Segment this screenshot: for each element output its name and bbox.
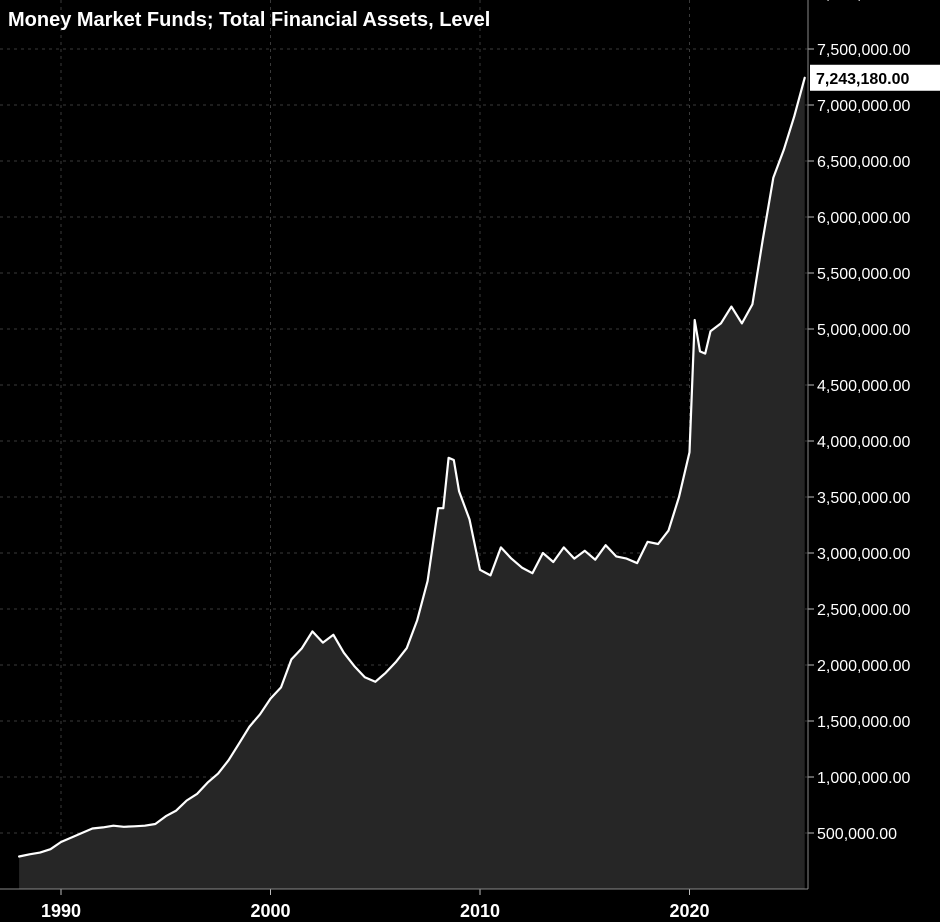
- y-tick-label-12: 6,500,000.00: [817, 154, 911, 171]
- chart-title: Money Market Funds; Total Financial Asse…: [8, 9, 490, 31]
- y-tick-label-0: 500,000.00: [817, 826, 897, 843]
- y-tick-label-13: 7,000,000.00: [817, 98, 911, 115]
- y-tick-label-5: 3,000,000.00: [817, 546, 911, 563]
- y-tick-label-6: 3,500,000.00: [817, 490, 911, 507]
- series-area-fill: [19, 77, 805, 890]
- x-tick-label-3: 2020: [669, 901, 709, 921]
- y-tick-label-14: 7,500,000.00: [817, 42, 911, 59]
- y-tick-label-9: 5,000,000.00: [817, 322, 911, 339]
- y-tick-label-2: 1,500,000.00: [817, 714, 911, 731]
- axes: [0, 0, 814, 895]
- last-value-badge-background: [810, 64, 940, 91]
- last-value-label: 7,243,180.00: [816, 71, 910, 88]
- x-tick-label-2: 2010: [460, 901, 500, 921]
- y-tick-label-8: 4,500,000.00: [817, 378, 911, 395]
- series-line: [18, 76, 806, 858]
- y-axis-tick-labels: 500,000.00 1,000,000.00 1,500,000.00 2,000,…: [817, 0, 911, 843]
- series-area-layer: [18, 76, 806, 890]
- last-value-badge: 7,243,180.00: [810, 64, 940, 91]
- x-tick-label-1: 2000: [250, 901, 290, 921]
- x-tick-label-0: 1990: [41, 901, 81, 921]
- y-tick-label-11: 6,000,000.00: [817, 210, 911, 227]
- y-tick-label-10: 5,500,000.00: [817, 266, 911, 283]
- y-tick-label-7: 4,000,000.00: [817, 434, 911, 451]
- x-axis-tick-labels: 1990 2000 2010 2020: [41, 901, 710, 921]
- y-tick-label-4: 2,500,000.00: [817, 602, 911, 619]
- y-tick-label-3: 2,000,000.00: [817, 658, 911, 675]
- y-tick-label-1: 1,000,000.00: [817, 770, 911, 787]
- y-tick-label-15: 8,000,000.00: [817, 0, 911, 3]
